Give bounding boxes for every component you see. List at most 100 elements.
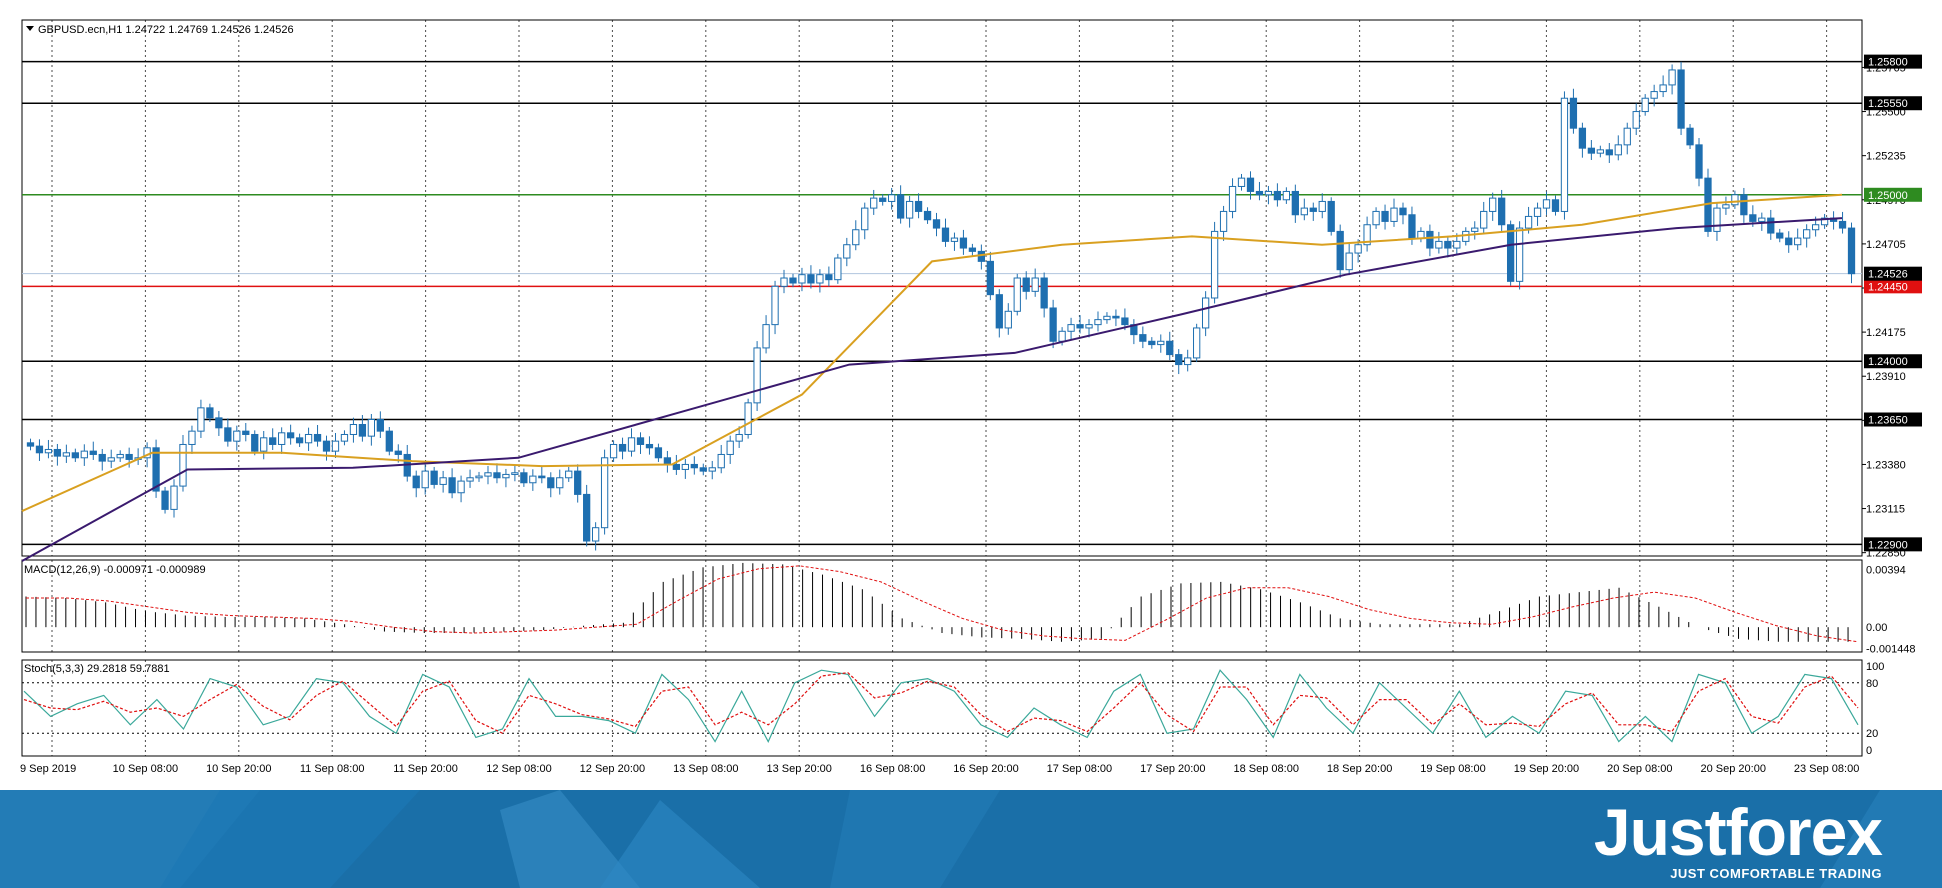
candle: [1838, 220, 1847, 229]
candle: [1040, 277, 1048, 309]
candle: [1336, 230, 1344, 271]
level-label: 1.24000: [1868, 356, 1908, 368]
candle: [852, 229, 860, 246]
candle: [286, 432, 295, 439]
level-label: 1.23650: [1868, 415, 1908, 427]
candle: [645, 443, 654, 449]
candle: [744, 402, 752, 435]
x-tick-label: 13 Sep 20:00: [766, 763, 831, 775]
candle: [421, 470, 429, 489]
candle: [1785, 237, 1793, 246]
level-label: 1.22900: [1868, 539, 1908, 551]
candle: [1498, 197, 1506, 226]
candle: [1273, 190, 1282, 201]
candle: [654, 447, 663, 459]
candle: [1749, 214, 1757, 222]
candle: [322, 440, 331, 452]
candle: [125, 453, 133, 460]
candle: [161, 490, 169, 510]
candle: [726, 440, 734, 455]
y-tick-label: 1.24175: [1866, 327, 1906, 339]
candle: [502, 473, 510, 479]
candle: [1345, 252, 1353, 271]
candle: [1058, 330, 1066, 342]
candle: [457, 480, 465, 494]
candle: [1444, 240, 1452, 249]
candle: [1085, 324, 1093, 329]
candle: [1022, 277, 1030, 292]
candle: [1489, 197, 1497, 212]
candle: [762, 324, 770, 349]
candle: [394, 450, 402, 455]
candle: [251, 433, 259, 452]
candle: [1282, 190, 1291, 201]
footer-banner: Justforex JUST COMFORTABLE TRADING: [0, 790, 1942, 888]
candle: [627, 437, 636, 452]
candle: [1193, 327, 1201, 359]
candle: [242, 430, 250, 435]
candle: [896, 194, 905, 219]
candle: [295, 437, 304, 444]
x-tick-label: 9 Sep 2019: [20, 763, 76, 775]
x-tick-label: 17 Sep 20:00: [1140, 763, 1205, 775]
current-price-bg: [1864, 266, 1922, 281]
candle: [1201, 297, 1210, 329]
candle: [1309, 207, 1317, 212]
candle: [1013, 277, 1021, 312]
candle: [1148, 340, 1156, 346]
candle: [834, 257, 842, 281]
candle: [278, 432, 286, 445]
x-tick-label: 19 Sep 20:00: [1514, 763, 1579, 775]
candle: [708, 467, 716, 472]
stoch-y-label: 100: [1866, 661, 1884, 673]
candle: [1551, 199, 1560, 212]
candle: [843, 244, 851, 259]
candle: [950, 237, 959, 242]
candle: [1820, 217, 1829, 226]
candle: [780, 277, 788, 287]
level-label-bg: [1864, 537, 1922, 552]
candle: [914, 200, 923, 212]
stoch-line-1: [23, 669, 1859, 743]
candle: [1587, 147, 1596, 154]
x-tick-label: 10 Sep 08:00: [113, 763, 178, 775]
y-tick-label: 1.23380: [1866, 459, 1906, 471]
level-label: 1.25000: [1868, 190, 1908, 202]
brand-logo: Justforex: [1593, 795, 1883, 869]
candle: [430, 470, 438, 485]
candle: [1139, 334, 1147, 342]
level-label-bg: [1864, 412, 1922, 427]
candle: [1076, 324, 1084, 329]
level-label-bg: [1864, 187, 1922, 202]
candle: [1731, 194, 1739, 206]
moving-average-1: [21, 193, 1843, 512]
x-tick-label: 19 Sep 08:00: [1420, 763, 1485, 775]
candle: [1166, 340, 1174, 356]
level-label-bg: [1864, 354, 1922, 369]
level-label-bg: [1864, 279, 1922, 294]
candle: [995, 294, 1003, 329]
macd-y-label: 0.00: [1866, 622, 1887, 634]
candle: [385, 430, 393, 452]
candle: [116, 453, 124, 459]
candle: [1184, 357, 1192, 366]
candle: [609, 443, 618, 459]
candle: [1740, 194, 1748, 216]
level-label-bg: [1864, 54, 1922, 69]
candle: [1632, 111, 1640, 129]
candle: [529, 475, 537, 484]
level-label: 1.24450: [1868, 281, 1908, 293]
y-tick-label: 1.23115: [1866, 504, 1905, 516]
candle: [107, 457, 115, 462]
candle: [1004, 310, 1012, 329]
candle: [1542, 199, 1551, 209]
candle: [520, 472, 528, 484]
candle: [1695, 144, 1703, 179]
level-label: 1.25800: [1868, 57, 1908, 69]
candle: [89, 450, 97, 455]
candle: [448, 477, 456, 494]
candle: [1713, 207, 1721, 232]
candle: [600, 457, 609, 529]
candle: [1157, 340, 1165, 346]
candle: [547, 477, 555, 489]
